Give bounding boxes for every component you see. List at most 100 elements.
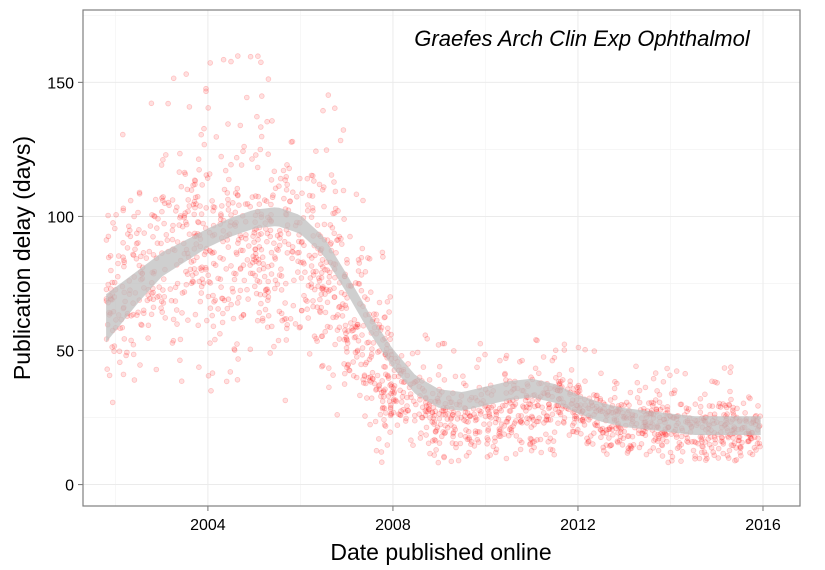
data-point xyxy=(247,262,253,268)
data-point xyxy=(347,233,353,240)
data-point xyxy=(376,383,382,389)
data-point xyxy=(380,393,387,400)
data-point xyxy=(432,408,439,415)
data-point xyxy=(531,403,538,410)
data-point xyxy=(149,290,155,297)
data-point xyxy=(457,432,464,438)
data-point xyxy=(257,124,264,130)
data-point xyxy=(273,246,280,252)
data-point xyxy=(423,408,430,415)
data-point xyxy=(723,404,730,411)
data-point xyxy=(106,372,113,379)
data-point xyxy=(173,208,179,214)
data-point xyxy=(432,428,439,435)
data-point xyxy=(359,345,366,351)
data-point xyxy=(344,256,350,263)
data-point xyxy=(256,279,263,285)
data-point xyxy=(645,400,652,406)
data-point xyxy=(606,443,613,449)
data-point xyxy=(496,430,502,437)
data-point xyxy=(378,449,385,455)
data-point xyxy=(738,452,744,459)
data-point xyxy=(611,394,618,401)
data-point xyxy=(385,393,392,399)
data-point xyxy=(313,335,319,342)
data-point xyxy=(650,400,657,406)
data-point xyxy=(210,260,217,267)
data-point xyxy=(422,407,429,414)
data-point xyxy=(305,282,312,289)
y-tick-label: 50 xyxy=(56,343,74,360)
data-point xyxy=(556,380,563,387)
data-point xyxy=(628,443,634,450)
data-point xyxy=(301,260,307,267)
data-point xyxy=(132,246,138,253)
data-point xyxy=(423,432,429,438)
data-point xyxy=(121,263,127,270)
data-point xyxy=(145,335,151,341)
data-point xyxy=(376,299,383,306)
data-point xyxy=(228,263,234,269)
data-point xyxy=(103,237,110,243)
data-point xyxy=(267,233,274,240)
data-point xyxy=(486,411,493,417)
data-point xyxy=(391,398,397,404)
data-point xyxy=(404,407,411,414)
data-point xyxy=(105,233,112,240)
data-point xyxy=(549,411,556,418)
data-point xyxy=(121,259,128,266)
data-point xyxy=(655,435,662,442)
data-point xyxy=(219,203,225,209)
data-point xyxy=(305,315,312,321)
data-point xyxy=(145,292,152,299)
data-point xyxy=(260,261,267,267)
data-point xyxy=(408,394,414,401)
data-point xyxy=(534,437,540,443)
data-point xyxy=(552,374,559,381)
data-point xyxy=(289,248,295,255)
data-point xyxy=(745,437,752,444)
data-point xyxy=(676,439,683,446)
data-point xyxy=(306,351,313,357)
data-point xyxy=(301,292,307,299)
data-point xyxy=(519,419,525,426)
data-point xyxy=(134,230,140,237)
data-point xyxy=(557,378,564,385)
data-point xyxy=(158,305,164,311)
data-point xyxy=(701,449,708,455)
data-point xyxy=(117,359,123,366)
data-point xyxy=(662,432,669,438)
data-point xyxy=(333,250,339,256)
data-point xyxy=(561,341,568,348)
data-point xyxy=(217,330,223,337)
data-point xyxy=(111,343,118,349)
data-point xyxy=(318,261,324,268)
data-point xyxy=(450,409,457,416)
data-point xyxy=(594,422,601,429)
data-point xyxy=(191,266,198,272)
data-point xyxy=(429,409,436,416)
data-point xyxy=(169,340,176,346)
data-point xyxy=(326,269,333,276)
data-point xyxy=(149,212,155,218)
data-point xyxy=(550,438,557,444)
data-point xyxy=(358,287,365,294)
data-point xyxy=(249,194,256,200)
data-point xyxy=(466,436,472,443)
data-point xyxy=(366,356,373,363)
data-point xyxy=(255,193,262,200)
data-point xyxy=(327,324,333,331)
data-point xyxy=(718,438,724,445)
data-point xyxy=(755,435,761,442)
data-point xyxy=(316,181,323,188)
data-point xyxy=(181,213,188,219)
data-point xyxy=(236,294,242,301)
data-point xyxy=(730,404,736,411)
data-point xyxy=(724,411,730,417)
data-point xyxy=(225,244,232,250)
data-point xyxy=(537,436,544,443)
data-point xyxy=(625,448,631,454)
data-point xyxy=(387,382,393,389)
data-point xyxy=(717,404,724,410)
data-point xyxy=(231,346,238,352)
